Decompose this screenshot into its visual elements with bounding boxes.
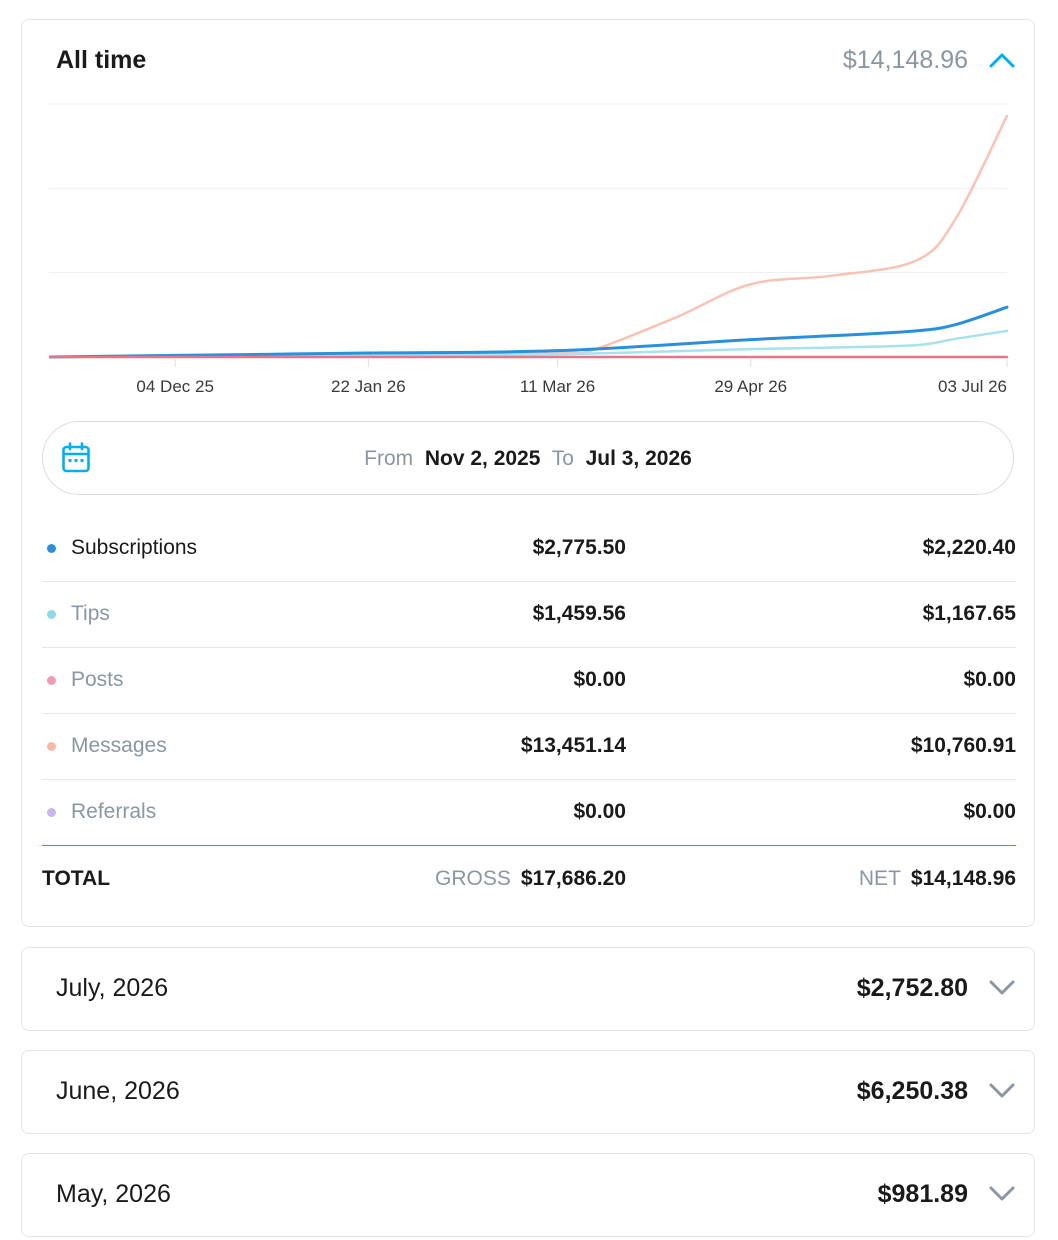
breakdown-net: $0.00 (963, 668, 1016, 691)
x-tick-label: 03 Jul 26 (938, 377, 1007, 396)
all-time-header[interactable]: All time $14,148.96 (22, 20, 1034, 104)
x-tick-label: 11 Mar 26 (520, 377, 595, 396)
total-net: NET $14,148.96 (859, 867, 1016, 891)
total-row: TOTAL GROSS $17,686.20 NET $14,148.96 (42, 846, 1016, 911)
legend-dot (47, 610, 56, 619)
chart-x-axis: 04 Dec 25 22 Jan 26 11 Mar 26 29 Apr 26 03 J… (136, 359, 1008, 396)
month-card-may[interactable]: May, 2026 $981.89 (21, 1153, 1035, 1237)
breakdown-gross: $1,459.56 (532, 602, 626, 625)
net-label: NET (858, 867, 901, 890)
net-value: $14,148.96 (910, 867, 1016, 890)
x-tick-label: 29 Apr 26 (714, 377, 787, 396)
series-line-subscriptions (49, 305, 1009, 359)
breakdown-row[interactable]: Referrals $0.00 $0.00 (42, 780, 1016, 846)
chevron-down-icon[interactable] (988, 1081, 1016, 1106)
breakdown-label: Messages (71, 734, 167, 757)
total-gross: GROSS $17,686.20 (435, 867, 626, 891)
breakdown-row[interactable]: Subscriptions $2,775.50 $2,220.40 (42, 516, 1016, 582)
month-label: July, 2026 (56, 974, 169, 1002)
all-time-title: All time (56, 46, 147, 74)
gross-value: $17,686.20 (520, 867, 626, 890)
date-range-text: From Nov 2, 2025 To Jul 3, 2026 (43, 447, 1013, 471)
chevron-up-icon[interactable] (988, 50, 1016, 70)
series-line-messages (49, 114, 1009, 359)
x-tick-label: 22 Jan 26 (331, 377, 406, 396)
earnings-chart: 04 Dec 25 22 Jan 26 11 Mar 26 29 Apr 26 03 J… (49, 103, 1009, 396)
breakdown-label: Tips (71, 602, 110, 625)
month-amount: $2,752.80 (856, 974, 968, 1002)
breakdown-row[interactable]: Posts $0.00 $0.00 (42, 648, 1016, 714)
breakdown-gross: $0.00 (573, 668, 626, 691)
total-label: TOTAL (42, 867, 111, 890)
breakdown-label: Subscriptions (71, 536, 198, 559)
breakdown-gross: $13,451.14 (520, 734, 626, 757)
breakdown-net: $0.00 (963, 800, 1016, 823)
breakdown-row[interactable]: Messages $13,451.14 $10,760.91 (42, 714, 1016, 780)
breakdown-row[interactable]: Tips $1,459.56 $1,167.65 (42, 582, 1016, 648)
month-amount: $6,250.38 (856, 1077, 968, 1105)
breakdown-label: Referrals (71, 800, 157, 823)
date-range-picker[interactable]: From Nov 2, 2025 To Jul 3, 2026 (42, 421, 1014, 495)
to-label: To (551, 447, 574, 470)
month-card-june[interactable]: June, 2026 $6,250.38 (21, 1050, 1035, 1134)
breakdown-net: $1,167.65 (922, 602, 1016, 625)
gross-label: GROSS (435, 867, 511, 890)
all-time-amount: $14,148.96 (842, 46, 968, 74)
breakdown-gross: $2,775.50 (532, 536, 626, 559)
month-card-july[interactable]: July, 2026 $2,752.80 (21, 947, 1035, 1031)
earnings-breakdown-table: Subscriptions $2,775.50 $2,220.40 Tips $1,45… (42, 516, 1016, 911)
from-label: From (364, 447, 414, 470)
to-date[interactable]: Jul 3, 2026 (585, 447, 692, 470)
chart-series (49, 114, 1009, 359)
chevron-down-icon[interactable] (988, 978, 1016, 1003)
month-label: June, 2026 (56, 1077, 180, 1105)
legend-dot (47, 742, 56, 751)
calendar-icon[interactable] (61, 442, 91, 479)
legend-dot (47, 676, 56, 685)
breakdown-net: $2,220.40 (922, 536, 1016, 559)
chart-grid (49, 103, 1007, 273)
breakdown-label: Posts (71, 668, 124, 691)
legend-dot (47, 544, 56, 553)
month-label: May, 2026 (56, 1180, 171, 1208)
x-tick-label: 04 Dec 25 (136, 377, 214, 396)
from-date[interactable]: Nov 2, 2025 (424, 447, 541, 470)
chevron-down-icon[interactable] (988, 1184, 1016, 1209)
legend-dot (47, 808, 56, 817)
breakdown-net: $10,760.91 (910, 734, 1016, 757)
breakdown-gross: $0.00 (573, 800, 626, 823)
all-time-card: All time $14,148.96 04 Dec 25 22 Jan 26 11… (21, 19, 1035, 927)
month-amount: $981.89 (877, 1180, 968, 1208)
